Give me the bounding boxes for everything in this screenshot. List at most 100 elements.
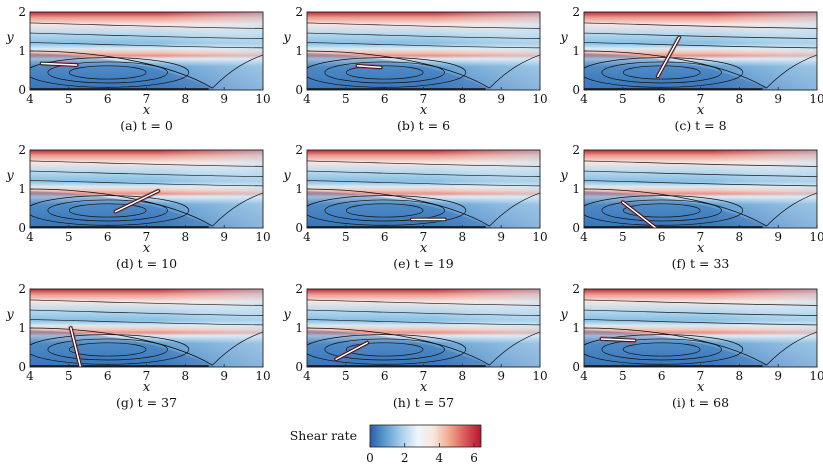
panel-caption: (d) t = 10: [116, 256, 177, 271]
vortex-streamline: [345, 342, 424, 357]
heatmap-field: [30, 289, 263, 367]
x-tick-label: 5: [65, 369, 73, 383]
x-tick-label: 5: [65, 230, 73, 244]
fiber: [114, 190, 159, 213]
x-tick-label: 4: [303, 369, 311, 383]
y-tick-label: 2: [18, 143, 26, 157]
y-tick-label: 1: [295, 44, 303, 58]
streamline: [30, 319, 263, 326]
fiber: [600, 338, 636, 342]
x-tick-label: 9: [774, 369, 782, 383]
vortex-streamline: [68, 342, 147, 357]
panel-caption: (e) t = 19: [393, 256, 454, 271]
separatrix: [307, 50, 490, 89]
recirculation-zone: [307, 329, 494, 367]
x-tick-label: 8: [182, 92, 190, 106]
x-tick-label: 9: [220, 230, 228, 244]
streamline: [766, 192, 817, 227]
x-tick-label: 8: [736, 92, 744, 106]
heatmap-field: [584, 150, 817, 228]
x-axis-label: x: [420, 380, 428, 395]
x-tick-label: 8: [459, 369, 467, 383]
streamline: [584, 42, 817, 49]
x-tick-label: 10: [532, 230, 547, 244]
y-tick-label: 1: [18, 182, 26, 196]
x-axis-label: x: [697, 241, 705, 256]
x-tick-label: 9: [497, 92, 505, 106]
recirculation-zone: [584, 190, 771, 228]
x-axis-label: x: [697, 103, 705, 118]
x-tick-label: 10: [532, 92, 547, 106]
separatrix: [584, 50, 767, 89]
y-tick-label: 1: [18, 44, 26, 58]
x-tick-label: 7: [697, 230, 705, 244]
x-tick-label: 7: [143, 369, 151, 383]
y-axis-label: y: [282, 168, 291, 183]
x-axis-label: x: [143, 380, 151, 395]
x-tick-label: 5: [619, 230, 627, 244]
x-tick-label: 6: [381, 230, 389, 244]
recirculation-zone: [30, 52, 217, 90]
fiber: [40, 62, 78, 66]
heatmap-field: [307, 12, 540, 90]
streamline: [584, 170, 817, 177]
y-tick-label: 0: [295, 360, 303, 374]
y-tick-label: 0: [18, 360, 26, 374]
panel-caption: (i) t = 68: [672, 395, 729, 410]
streamline: [307, 299, 540, 306]
x-tick-label: 8: [459, 92, 467, 106]
panel-g: 4 5 6 7 8 9 10 0 1 2 x y (g) t = 37: [5, 282, 270, 410]
x-tick-label: 7: [420, 369, 428, 383]
panel-caption: (c) t = 8: [674, 118, 726, 133]
vortex-streamline: [47, 338, 168, 361]
x-tick-label: 7: [420, 230, 428, 244]
streamline: [584, 160, 817, 167]
streamline: [489, 192, 540, 227]
streamline: [30, 170, 263, 177]
x-axis-label: x: [420, 241, 428, 256]
heatmap-field: [30, 12, 263, 90]
y-tick-label: 0: [572, 83, 580, 97]
x-tick-label: 6: [104, 369, 112, 383]
streamline: [307, 319, 540, 326]
panel-b: 4 5 6 7 8 9 10 0 1 2 x y (b) t = 6: [282, 5, 547, 133]
streamline: [307, 42, 540, 49]
streamline: [584, 32, 817, 39]
y-tick-label: 2: [295, 5, 303, 19]
streamline: [489, 54, 540, 89]
x-tick-label: 7: [143, 230, 151, 244]
vortex-streamline: [68, 203, 147, 218]
x-tick-label: 8: [736, 369, 744, 383]
colorbar: Shear rate 0 2 4 6: [290, 424, 482, 465]
x-tick-label: 4: [580, 369, 588, 383]
streamline: [212, 331, 263, 366]
streamline: [584, 299, 817, 306]
y-axis-label: y: [5, 168, 14, 183]
streamline: [30, 160, 263, 167]
streamline: [30, 32, 263, 39]
y-axis-label: y: [5, 307, 14, 322]
vortex-streamline: [345, 203, 424, 218]
colorbar-strip: [369, 424, 482, 448]
vortex-streamline: [47, 61, 168, 84]
heatmap-field: [30, 150, 263, 228]
x-axis-label: x: [697, 380, 705, 395]
recirculation-zone: [584, 52, 771, 90]
x-tick-label: 6: [658, 369, 666, 383]
streamline: [307, 160, 540, 167]
x-tick-label: 8: [736, 230, 744, 244]
streamline: [307, 180, 540, 187]
panel-caption: (f) t = 33: [672, 256, 730, 271]
separatrix: [307, 188, 490, 227]
x-tick-label: 7: [143, 92, 151, 106]
y-tick-label: 1: [18, 321, 26, 335]
panel-h: 4 5 6 7 8 9 10 0 1 2 x y (h) t = 57: [282, 282, 547, 410]
panel-c: 4 5 6 7 8 9 10 0 1 2 x y (c) t = 8: [559, 5, 823, 133]
y-tick-label: 2: [572, 5, 580, 19]
separatrix: [30, 50, 213, 89]
vortex-streamline: [47, 199, 168, 222]
x-tick-label: 6: [381, 369, 389, 383]
y-tick-label: 1: [295, 182, 303, 196]
x-tick-label: 9: [497, 230, 505, 244]
x-tick-label: 6: [658, 92, 666, 106]
